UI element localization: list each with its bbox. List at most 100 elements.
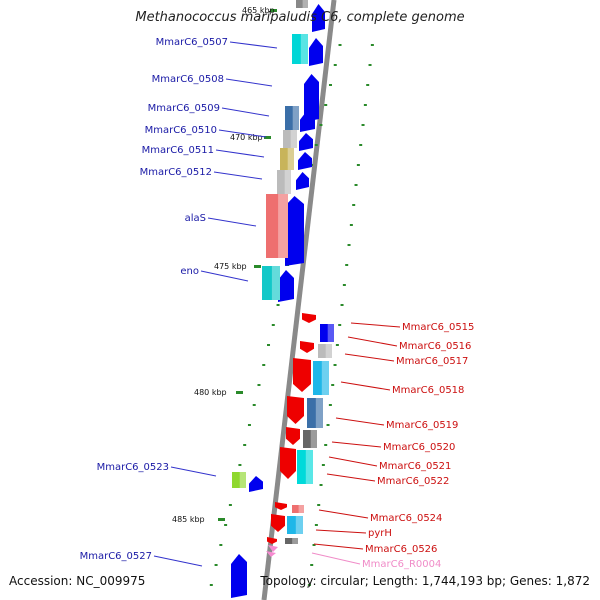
gene-label-right: MmarC6_0520	[383, 442, 455, 453]
outer-right-ring-tick	[368, 64, 372, 66]
forward-cds-arrow	[298, 152, 312, 170]
label-leader-line	[344, 353, 395, 362]
label-leader-line	[313, 543, 364, 550]
label-leader-line	[350, 322, 401, 328]
gene-label-left: MmarC6_0523	[97, 462, 169, 473]
gene-block	[285, 106, 299, 130]
outer-left-ring-tick	[324, 104, 328, 106]
forward-cds-arrow	[231, 554, 247, 598]
outer-right-ring-tick	[324, 444, 328, 446]
label-leader-line	[328, 456, 378, 467]
outer-right-ring-tick	[335, 344, 339, 346]
gene-block	[283, 130, 297, 148]
gene-label-left: MmarC6_0507	[156, 37, 228, 48]
scale-tick	[236, 391, 243, 394]
gene-block-shade	[305, 450, 313, 484]
outer-right-ring-tick	[370, 44, 374, 46]
outer-right-ring-tick	[347, 244, 351, 246]
outer-right-ring-tick	[321, 464, 325, 466]
gene-block-shade	[287, 148, 294, 170]
gene-block	[297, 450, 313, 484]
outer-left-ring-tick	[247, 424, 251, 426]
label-leader-line	[311, 552, 361, 565]
outer-left-ring-tick	[319, 124, 323, 126]
forward-cds-arrow	[285, 196, 304, 266]
label-leader-line	[221, 107, 270, 117]
label-leader-line	[340, 381, 391, 391]
outer-right-ring-tick	[345, 264, 349, 266]
rna-arrow	[268, 545, 278, 552]
reverse-cds-arrow	[287, 396, 304, 424]
label-leader-line	[170, 466, 217, 477]
outer-right-ring-tick	[314, 524, 318, 526]
gene-block	[285, 538, 298, 544]
gene-block-shade	[284, 170, 291, 194]
outer-right-ring-tick	[317, 504, 321, 506]
gene-block	[292, 34, 308, 64]
forward-cds-arrow	[309, 38, 323, 66]
label-leader-line	[347, 336, 398, 347]
outer-right-ring-tick	[349, 224, 353, 226]
gene-label-right: MmarC6_0524	[370, 513, 442, 524]
gene-block-shade	[300, 34, 308, 64]
reverse-cds-arrow	[293, 358, 311, 392]
label-leader-line	[318, 509, 369, 519]
gene-label-left: eno	[180, 266, 199, 277]
gene-block	[287, 516, 303, 534]
gene-block	[313, 361, 329, 395]
outer-left-ring-tick	[276, 304, 280, 306]
gene-block-shade	[239, 472, 246, 488]
gene-label-right: MmarC6_R0004	[362, 559, 441, 570]
scale-label: 475 kbp	[214, 262, 247, 271]
gene-block	[307, 398, 323, 428]
outer-right-ring-tick	[331, 384, 335, 386]
scale-tick	[270, 9, 277, 12]
gene-label-left: MmarC6_0511	[142, 145, 214, 156]
outer-right-ring-tick	[312, 544, 316, 546]
outer-right-ring-tick	[354, 184, 358, 186]
outer-right-ring-tick	[333, 364, 337, 366]
outer-right-ring-tick	[326, 424, 330, 426]
forward-cds-arrow	[249, 476, 263, 492]
gene-block-shade	[292, 106, 299, 130]
label-leader-line	[218, 129, 267, 138]
gene-label-right: MmarC6_0515	[402, 322, 474, 333]
outer-left-ring-tick	[252, 404, 256, 406]
gene-block-shade	[302, 0, 308, 8]
outer-left-ring-tick	[338, 44, 342, 46]
outer-right-ring-tick	[340, 304, 344, 306]
gene-block	[280, 148, 294, 170]
gene-label-left: MmarC6_0527	[80, 551, 152, 562]
label-leader-line	[153, 555, 203, 567]
reverse-cds-arrow	[280, 447, 296, 479]
gene-block-shade	[295, 516, 303, 534]
gene-block	[262, 266, 280, 300]
reverse-cds-arrow	[302, 313, 316, 323]
scale-label: 485 kbp	[172, 515, 205, 524]
gene-label-left: MmarC6_0512	[140, 167, 212, 178]
outer-right-ring-tick	[356, 164, 360, 166]
label-leader-line	[326, 473, 376, 482]
gene-block	[296, 0, 308, 8]
forward-cds-arrow	[300, 110, 315, 132]
outer-left-ring-tick	[328, 84, 332, 86]
outer-left-ring-tick	[214, 564, 218, 566]
gene-label-right: pyrH	[368, 528, 392, 539]
outer-left-ring-tick	[243, 444, 247, 446]
gene-block-shade	[298, 505, 304, 513]
label-leader-line	[331, 441, 382, 448]
label-leader-line	[229, 41, 278, 49]
label-leader-line	[215, 149, 265, 158]
outer-right-ring-tick	[328, 404, 332, 406]
gene-label-right: MmarC6_0517	[396, 356, 468, 367]
reverse-cds-arrow	[275, 502, 287, 510]
outer-right-ring-tick	[352, 204, 356, 206]
topology-text: Topology: circular; Length: 1,744,193 bp…	[260, 574, 590, 588]
outer-left-ring-tick	[314, 144, 318, 146]
gene-block	[292, 505, 304, 513]
outer-right-ring-tick	[338, 324, 342, 326]
reverse-cds-arrow	[300, 341, 314, 353]
outer-right-ring-tick	[307, 584, 311, 586]
outer-right-ring-tick	[310, 564, 314, 566]
